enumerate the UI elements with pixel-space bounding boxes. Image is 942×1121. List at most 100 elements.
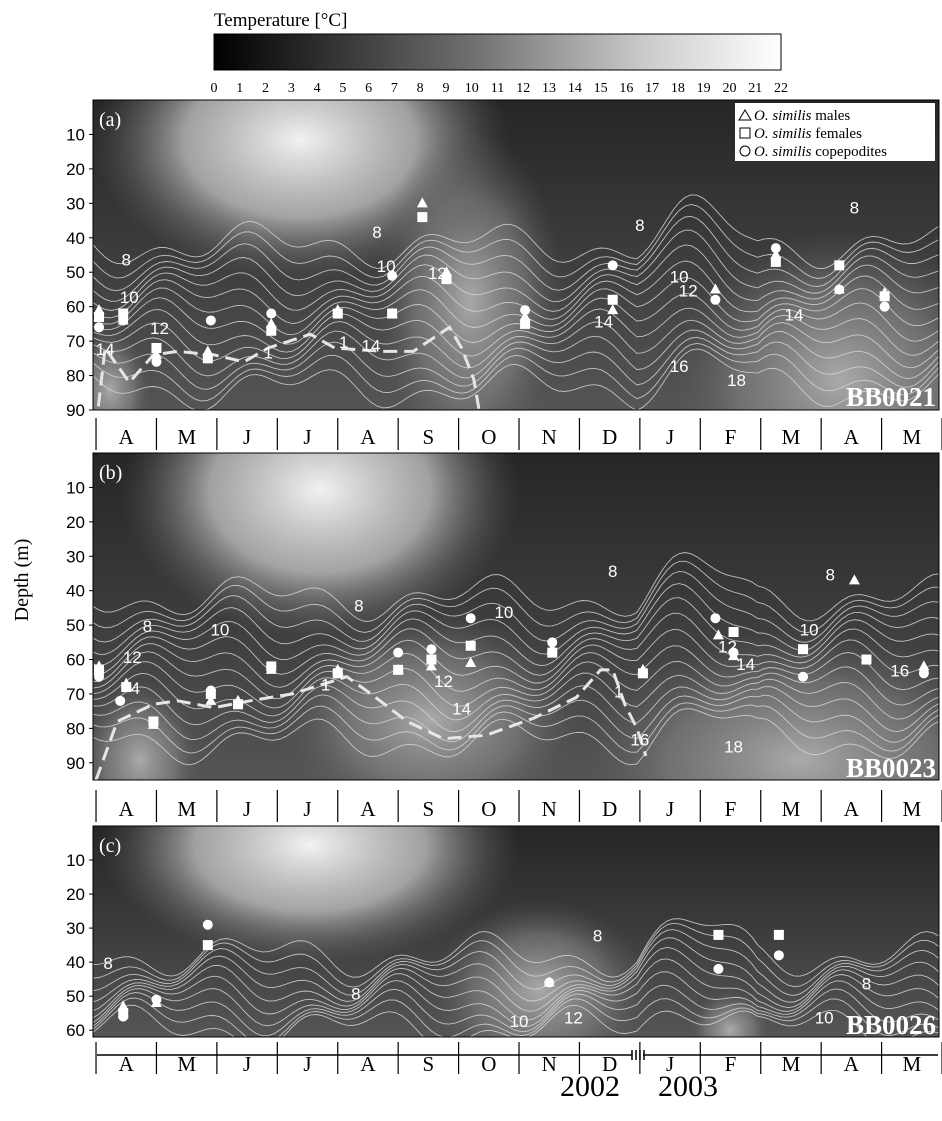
- copepodite-marker: [332, 308, 343, 319]
- isotherm-label: 14: [785, 305, 804, 324]
- female-marker: [118, 308, 129, 319]
- y-tick-label: 40: [66, 229, 85, 248]
- isotherm-label: 12: [564, 1008, 583, 1027]
- colorbar-tick-label: 8: [417, 81, 424, 96]
- legend-square-icon: [739, 127, 751, 139]
- month-label: M: [177, 1052, 196, 1076]
- female-marker: [520, 318, 531, 329]
- copepodite-marker: [332, 668, 343, 679]
- female-marker: [773, 929, 784, 940]
- month-label: J: [303, 425, 311, 449]
- isotherm-label: 14: [362, 336, 381, 355]
- copepodite-marker: [151, 994, 162, 1005]
- panel-c: 8 8 8 10 12 10 8 10 20 30 40 50 60 (c) BB0026 A M J J A S O N D…: [66, 825, 942, 1076]
- colorbar-tick-label: 12: [516, 81, 530, 96]
- year-2002: 2002: [560, 1070, 620, 1103]
- female-marker: [393, 664, 404, 675]
- month-label: J: [243, 1052, 251, 1076]
- y-tick-label: 60: [66, 298, 85, 317]
- station-label: BB0021: [846, 382, 936, 412]
- female-marker: [770, 256, 781, 267]
- isotherm-lines: [93, 918, 939, 1037]
- isotherm-label: 8: [354, 596, 363, 615]
- isotherm-label: 12: [123, 648, 142, 667]
- colorbar-tick-label: 1: [236, 81, 243, 96]
- colorbar-tick-label: 17: [645, 81, 659, 96]
- month-label: A: [119, 1052, 135, 1076]
- male-marker: [770, 249, 782, 259]
- colorbar-tick-label: 22: [774, 81, 788, 96]
- copepodite-marker: [607, 260, 618, 271]
- copepodite-marker: [202, 919, 213, 930]
- isotherm-label: 12: [150, 319, 169, 338]
- colorbar-tick-label: 18: [671, 81, 685, 96]
- male-marker: [848, 574, 860, 585]
- month-label: O: [481, 1052, 496, 1076]
- copepodite-marker: [834, 284, 845, 295]
- y-tick-label: 40: [66, 953, 85, 972]
- female-marker: [879, 291, 890, 302]
- copepodite-marker: [115, 695, 126, 706]
- panel-c-temperature-field: [93, 826, 939, 1037]
- year-bar: [97, 1050, 938, 1060]
- month-label: N: [542, 1052, 557, 1076]
- isotherm-label: 8: [608, 562, 617, 581]
- isotherm-label: 10: [510, 1012, 529, 1031]
- isotherm-label: 1: [339, 333, 348, 352]
- isotherm-label: 4: [131, 679, 140, 698]
- copepodite-marker: [520, 305, 531, 316]
- month-label: A: [360, 1052, 376, 1076]
- y-tick-label: 10: [66, 478, 85, 497]
- isotherm-label: 14: [96, 340, 115, 359]
- isotherm-label: 12: [434, 672, 453, 691]
- month-label: M: [782, 1052, 801, 1076]
- isotherm-label: 16: [670, 357, 689, 376]
- female-marker: [465, 640, 476, 651]
- colorbar-tick-label: 20: [722, 81, 736, 96]
- station-label: BB0023: [846, 753, 936, 783]
- isotherm-label: 8: [825, 565, 834, 584]
- copepodite-marker: [266, 661, 277, 672]
- panel-a-temperature-field: [93, 100, 939, 410]
- copepodite-marker: [393, 647, 404, 658]
- colorbar-tick-label: 21: [748, 81, 762, 96]
- y-tick-label: 70: [66, 685, 85, 704]
- y-tick-label: 60: [66, 1021, 85, 1040]
- panel-tag: (a): [99, 109, 121, 131]
- isotherm-label: 8: [122, 250, 131, 269]
- y-tick-label: 70: [66, 332, 85, 351]
- panel-frame: [92, 825, 940, 1038]
- colorbar-tick-label: 19: [697, 81, 711, 96]
- copepodite-marker: [713, 963, 724, 974]
- station-label: BB0026: [846, 1010, 936, 1040]
- legend-circle-icon: [739, 145, 751, 157]
- copepodite-marker: [266, 308, 277, 319]
- mixed-layer-line: [96, 325, 481, 410]
- month-label: J: [666, 1052, 674, 1076]
- colorbar-tick-label: 9: [442, 81, 449, 96]
- female-marker: [547, 647, 558, 658]
- copepodite-marker: [710, 294, 721, 305]
- copepodite-marker: [710, 613, 721, 624]
- legend-label: O. similis copepodites: [754, 144, 887, 160]
- month-label: J: [666, 425, 674, 449]
- colorbar-tick-label: 10: [465, 81, 479, 96]
- y-tick-label: 50: [66, 987, 85, 1006]
- panel-tag: (b): [99, 462, 122, 484]
- colorbar-tick-label: 13: [542, 81, 556, 96]
- month-label: F: [725, 425, 737, 449]
- isotherm-label: 12: [679, 281, 698, 300]
- copepodite-marker: [728, 647, 739, 658]
- month-label: F: [725, 797, 737, 821]
- female-marker: [202, 940, 213, 951]
- male-marker: [441, 266, 453, 277]
- y-tick-label: 60: [66, 651, 85, 670]
- colorbar-tick-label: 16: [619, 81, 633, 96]
- month-label: M: [782, 425, 801, 449]
- male-marker: [709, 283, 721, 294]
- isotherm-label: 14: [452, 700, 471, 719]
- colorbar-tick-label: 11: [491, 81, 504, 96]
- month-label: J: [303, 797, 311, 821]
